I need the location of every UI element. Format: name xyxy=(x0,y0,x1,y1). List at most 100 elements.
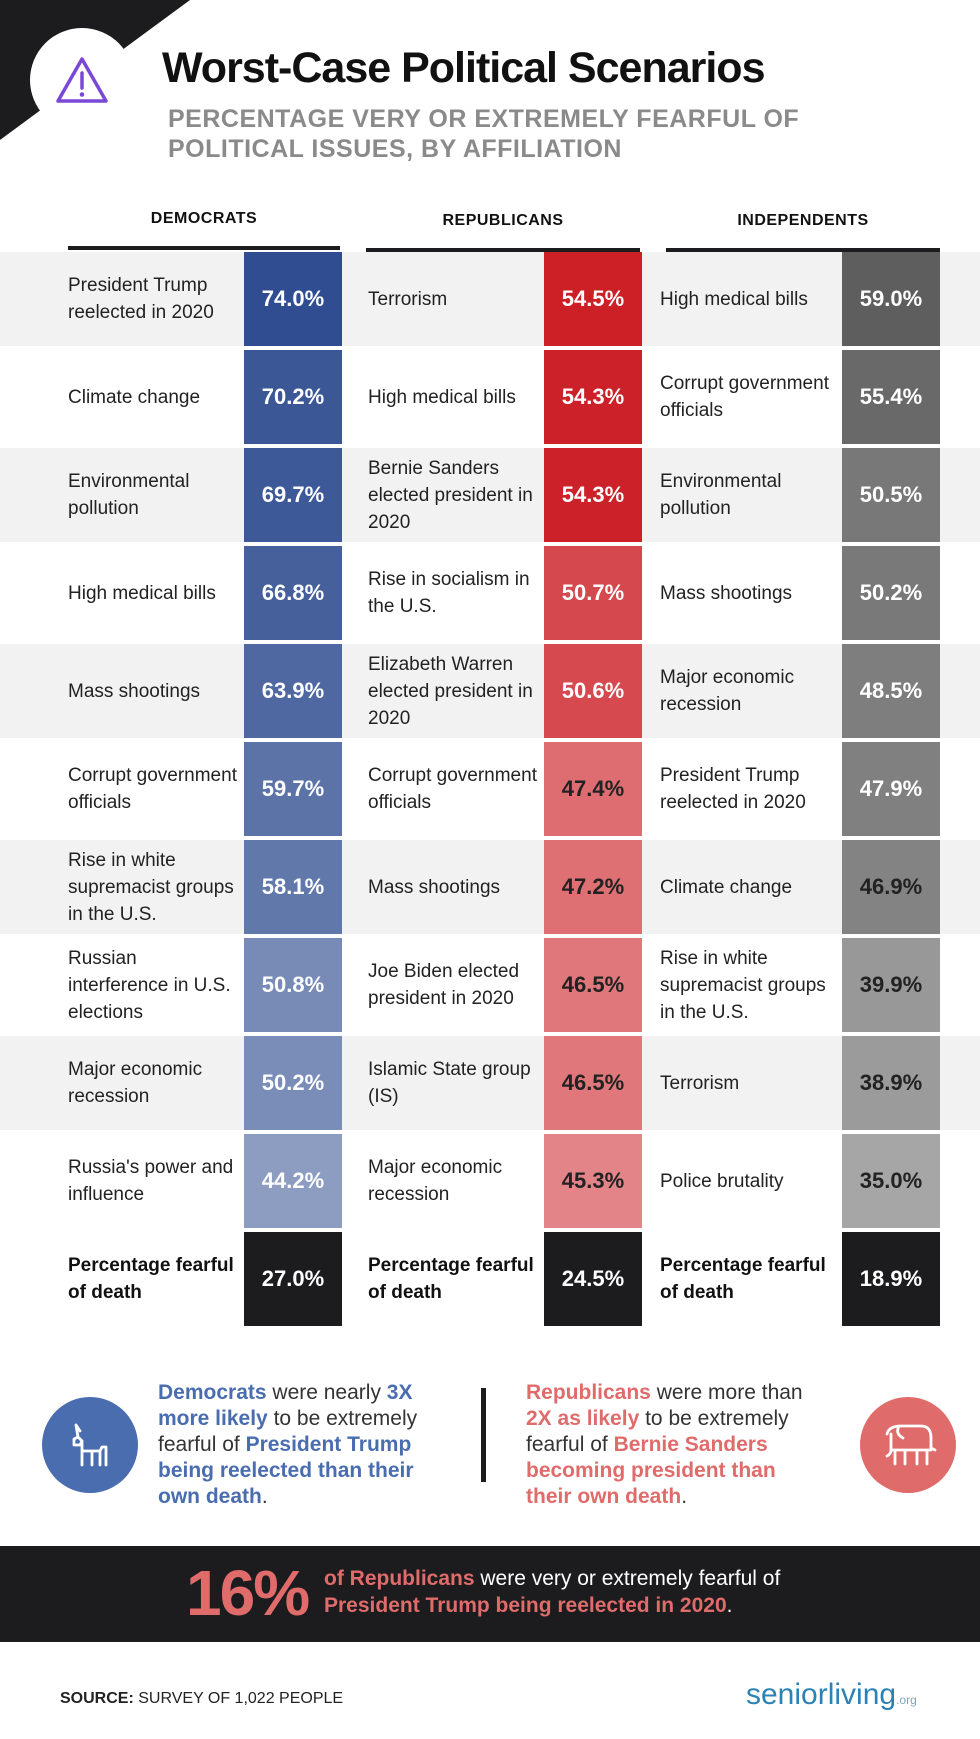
value-cell: 44.2% xyxy=(244,1134,342,1228)
row-band xyxy=(0,938,980,1032)
value-cell: 69.7% xyxy=(244,448,342,542)
issue-label: Terrorism xyxy=(660,1072,740,1094)
row-band xyxy=(0,742,980,836)
row-band xyxy=(0,252,980,346)
issue-label: Corrupt government officials xyxy=(68,765,237,813)
body-text: were more than xyxy=(650,1381,803,1404)
row-band xyxy=(0,644,980,738)
banner-big-number: 16% xyxy=(186,1557,310,1629)
issue-label: Rise in white supremacist groups in the … xyxy=(68,849,234,925)
column-header-label: DEMOCRATS xyxy=(150,210,258,227)
stat-banner xyxy=(0,1546,980,1642)
row-band xyxy=(0,350,980,444)
issue-label: Environmental pollution xyxy=(68,471,190,519)
emphasis-text: President Trump being reelected than the… xyxy=(158,1433,414,1508)
value-cell: 50.2% xyxy=(842,546,940,640)
column-header-democrats: DEMOCRATS xyxy=(68,210,340,250)
value-cell: 47.2% xyxy=(544,840,642,934)
emphasis-text: President Trump being reelected in 2020 xyxy=(324,1594,727,1617)
elephant-icon xyxy=(885,1424,937,1466)
issue-label: Climate change xyxy=(68,386,201,408)
page-subtitle: PERCENTAGE VERY OR EXTREMELY FEARFUL OF … xyxy=(168,105,800,163)
death-label: Percentage fearful of death xyxy=(368,1255,534,1303)
emphasis-text: 2X as likely xyxy=(526,1407,640,1430)
body-text: to be extremely fearful of xyxy=(526,1407,789,1456)
column-header-rule xyxy=(366,248,640,252)
row-band xyxy=(0,546,980,640)
body-text: to be extremely fearful of xyxy=(158,1407,418,1456)
death-label: Percentage fearful of death xyxy=(68,1255,234,1303)
value-cell: 66.8% xyxy=(244,546,342,640)
value-cell: 45.3% xyxy=(544,1134,642,1228)
issue-label: Mass shootings xyxy=(68,680,201,702)
issue-label: Environmental pollution xyxy=(660,471,782,519)
value-cell: 58.1% xyxy=(244,840,342,934)
source-label: SOURCE: xyxy=(60,1690,134,1707)
value-cell: 46.9% xyxy=(842,840,940,934)
value-cell: 54.5% xyxy=(544,252,642,346)
banner-text: of Republicans were very or extremely fe… xyxy=(324,1565,844,1619)
value-cell: 35.0% xyxy=(842,1134,940,1228)
issue-label: Islamic State group (IS) xyxy=(368,1059,531,1107)
body-text: . xyxy=(726,1594,733,1617)
issue-label: Mass shootings xyxy=(660,582,793,604)
republicans-callout-text: Republicans were more than 2X as likely … xyxy=(526,1380,816,1510)
value-cell: 74.0% xyxy=(244,252,342,346)
issue-label: Major economic recession xyxy=(368,1157,503,1205)
column-header-independents: INDEPENDENTS xyxy=(666,212,940,252)
value-cell: 50.2% xyxy=(244,1036,342,1130)
page-title: Worst-Case Political Scenarios xyxy=(162,44,765,92)
issue-label: Climate change xyxy=(660,876,793,898)
death-label: Percentage fearful of death xyxy=(660,1255,826,1303)
emphasis-text: Republicans xyxy=(526,1381,651,1404)
issue-label: Rise in white supremacist groups in the … xyxy=(660,947,826,1023)
body-text: were very or extremely fearful of xyxy=(474,1567,781,1590)
value-cell: 55.4% xyxy=(842,350,940,444)
issue-label: Rise in socialism in the U.S. xyxy=(368,569,530,617)
emphasis-text: 3X more likely xyxy=(158,1381,413,1430)
issue-label: Elizabeth Warren elected president in 20… xyxy=(368,653,533,729)
issue-label: Joe Biden elected president in 2020 xyxy=(368,961,520,1009)
issue-label: Major economic recession xyxy=(660,667,795,715)
value-cell: 46.5% xyxy=(544,938,642,1032)
issue-label: Major economic recession xyxy=(68,1059,203,1107)
column-header-rule xyxy=(666,248,940,252)
issue-label: High medical bills xyxy=(368,386,516,408)
value-cell: 50.6% xyxy=(544,644,642,738)
value-cell: 63.9% xyxy=(244,644,342,738)
republicans-callout: Republicans were more than 2X as likely … xyxy=(526,1380,956,1510)
issue-label: Police brutality xyxy=(660,1170,784,1192)
body-text: . xyxy=(261,1485,268,1508)
republicans-icon-badge xyxy=(860,1397,956,1493)
warning-icon xyxy=(56,57,108,103)
emphasis-text: Democrats xyxy=(158,1381,267,1404)
democrats-callout-text: Democrats were nearly 3X more likely to … xyxy=(158,1380,428,1510)
issue-label: Corrupt government officials xyxy=(660,373,829,421)
brand-suffix: .org xyxy=(896,1693,917,1707)
source-text: SURVEY OF 1,022 PEOPLE xyxy=(133,1690,344,1707)
value-cell: 54.3% xyxy=(544,350,642,444)
value-cell: 59.0% xyxy=(842,252,940,346)
death-value-cell: 24.5% xyxy=(544,1232,642,1326)
issue-label: Terrorism xyxy=(368,288,448,310)
value-cell: 38.9% xyxy=(842,1036,940,1130)
value-cell: 50.8% xyxy=(244,938,342,1032)
emphasis-text: Bernie Sanders becoming president than t… xyxy=(526,1433,776,1508)
column-header-label: REPUBLICANS xyxy=(442,212,564,229)
column-header-republicans: REPUBLICANS xyxy=(366,212,640,252)
value-cell: 54.3% xyxy=(544,448,642,542)
democrats-icon-badge xyxy=(42,1397,138,1493)
body-text: were nearly xyxy=(266,1381,387,1404)
row-band xyxy=(0,840,980,934)
democrats-callout: Democrats were nearly 3X more likely to … xyxy=(42,1380,428,1510)
value-cell: 47.4% xyxy=(544,742,642,836)
issue-label: Mass shootings xyxy=(368,876,501,898)
body-text: . xyxy=(681,1485,688,1508)
issue-label: President Trump reelected in 2020 xyxy=(68,275,214,323)
issue-label: Bernie Sanders elected president in 2020 xyxy=(368,457,533,533)
source-note: SOURCE: SURVEY OF 1,022 PEOPLE xyxy=(60,1690,343,1708)
issue-label: Russian interference in U.S. elections xyxy=(68,947,231,1023)
donkey-icon xyxy=(72,1423,108,1467)
brand-logo: seniorliving.org xyxy=(746,1678,917,1712)
value-cell: 47.9% xyxy=(842,742,940,836)
